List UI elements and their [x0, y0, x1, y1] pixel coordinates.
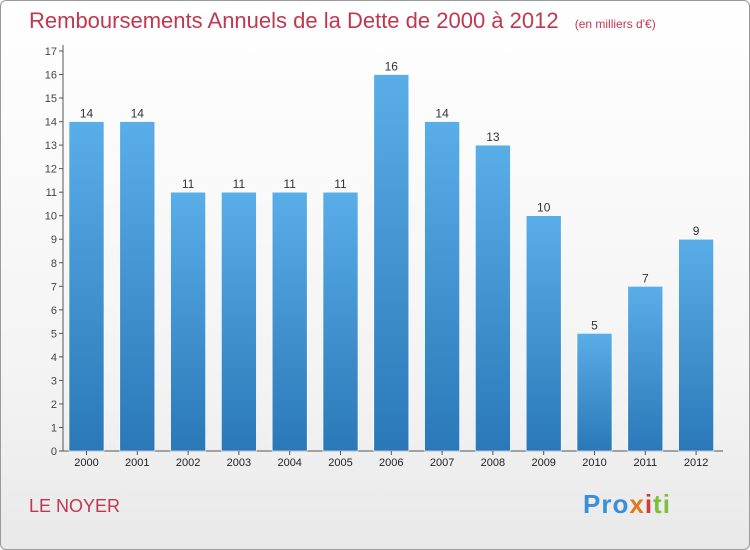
bar-2003: [221, 191, 257, 452]
x-tick-label-2001: 2001: [125, 457, 149, 469]
bar-2000: [68, 121, 105, 452]
bar-2007: [424, 121, 460, 452]
x-tick-label-2005: 2005: [328, 457, 352, 469]
y-tick-label: 8: [51, 258, 57, 270]
y-tick-label: 6: [51, 305, 57, 317]
x-tick-label-2000: 2000: [74, 457, 98, 469]
y-tick-label: 10: [45, 211, 57, 223]
y-tick-label: 5: [51, 328, 57, 340]
chart-x-ticks: 2000 2001 2002 2003 2004 2005 2006 2007 2008 2009…: [74, 451, 708, 469]
y-tick-label: 16: [45, 70, 57, 82]
data-label-2007: 14: [435, 107, 449, 121]
logo-part-1: Pro: [583, 489, 630, 519]
bar-2009: [525, 215, 562, 452]
y-tick-label: 4: [51, 352, 57, 364]
bar-2011: [627, 285, 664, 452]
data-label-2005: 11: [334, 177, 347, 191]
bar-2004: [271, 191, 308, 452]
y-tick-label: 15: [45, 93, 57, 105]
y-tick-label: 12: [45, 164, 57, 176]
logo-part-3: i: [644, 489, 654, 519]
y-tick-label: 11: [46, 187, 57, 199]
bar-2012: [678, 238, 714, 452]
x-tick-label-2004: 2004: [277, 457, 301, 469]
data-label-2002: 11: [182, 177, 195, 191]
y-tick-label: 13: [45, 140, 57, 152]
x-tick-label-2009: 2009: [531, 457, 555, 469]
data-label-2006: 16: [385, 60, 399, 74]
data-label-2011: 7: [642, 271, 649, 285]
chart-bars: [68, 74, 714, 452]
logo-part-4: ti: [653, 489, 671, 519]
x-tick-label-2008: 2008: [481, 457, 505, 469]
chart-title-text: Remboursements Annuels de la Dette de 20…: [29, 8, 559, 33]
place-name: LE NOYER: [29, 496, 121, 516]
x-tick-label-2012: 2012: [684, 457, 708, 469]
data-label-2008: 13: [486, 130, 500, 144]
bar-2002: [170, 191, 206, 452]
y-tick-label: 3: [51, 375, 57, 387]
x-tick-label-2007: 2007: [430, 457, 454, 469]
y-tick-label: 14: [45, 117, 57, 129]
y-tick-label: 1: [51, 422, 57, 434]
y-tick-label: 9: [51, 234, 57, 246]
x-tick-label-2011: 2011: [633, 457, 657, 469]
y-tick-label: 7: [51, 281, 57, 293]
data-label-2004: 11: [283, 177, 296, 191]
bar-2005: [322, 191, 359, 452]
x-tick-label-2003: 2003: [227, 457, 251, 469]
y-tick-label: 2: [51, 399, 57, 411]
bar-2001: [119, 121, 156, 452]
data-label-2003: 11: [233, 177, 246, 191]
chart-data-labels: 14 14 11 11 11 11 16 14 13 10 5 7 9: [80, 60, 700, 333]
data-label-2001: 14: [131, 107, 145, 121]
y-tick-label: 17: [45, 46, 57, 58]
x-tick-label-2006: 2006: [379, 457, 403, 469]
data-label-2010: 5: [591, 318, 598, 332]
proxiti-logo: Proxiti: [583, 489, 671, 520]
bar-2006: [373, 74, 410, 452]
chart-unit: (en milliers d'€): [574, 17, 656, 31]
x-tick-label-2002: 2002: [176, 457, 200, 469]
data-label-2009: 10: [537, 201, 551, 215]
chart-title: Remboursements Annuels de la Dette de 20…: [29, 8, 656, 34]
bar-2010: [576, 333, 613, 452]
data-label-2000: 14: [80, 107, 94, 121]
data-label-2012: 9: [693, 224, 700, 238]
bar-2008: [475, 144, 511, 452]
y-tick-label: 0: [51, 446, 57, 458]
x-tick-label-2010: 2010: [582, 457, 606, 469]
logo-part-2: x: [629, 489, 645, 519]
